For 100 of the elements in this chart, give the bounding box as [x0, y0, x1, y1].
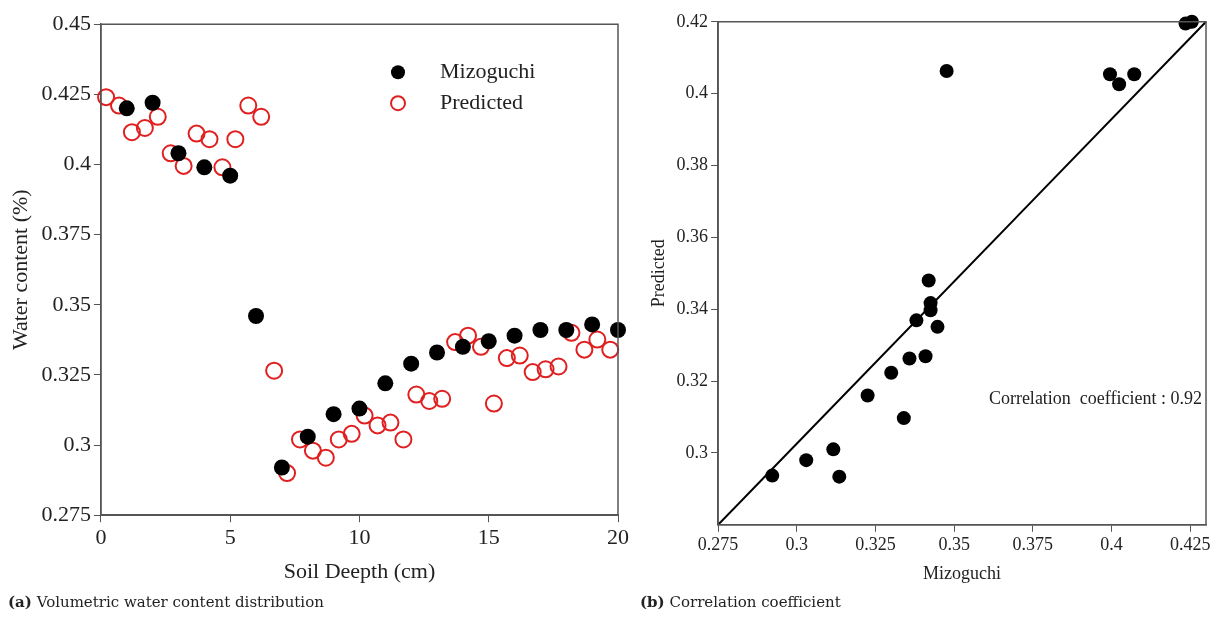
- point: [299, 428, 316, 445]
- point: [765, 468, 780, 483]
- point: [355, 406, 374, 425]
- point: [122, 123, 141, 142]
- point: [144, 94, 161, 111]
- point: [329, 430, 348, 449]
- point: [480, 333, 497, 350]
- point: [562, 323, 581, 342]
- point: [200, 130, 219, 149]
- x-tick-label: 0.425: [1170, 534, 1211, 555]
- point: [222, 167, 239, 184]
- point: [549, 357, 568, 376]
- x-axis-title: Soil Deepth (cm): [283, 557, 436, 583]
- point: [532, 322, 549, 339]
- y-tick-label: 0.325: [41, 360, 91, 386]
- point: [265, 361, 284, 380]
- point: [226, 130, 245, 149]
- point: [135, 119, 154, 138]
- point: [484, 394, 503, 413]
- point: [536, 360, 555, 379]
- y-tick-label: 0.3: [685, 441, 709, 462]
- x-tick-label: 0.35: [938, 534, 970, 555]
- point: [523, 363, 542, 382]
- point: [252, 107, 271, 126]
- legend-label: Predicted: [440, 88, 524, 114]
- point: [497, 349, 516, 368]
- x-tick-label: 0: [95, 524, 107, 550]
- point: [97, 88, 116, 107]
- y-axis-title: Water content (%): [6, 189, 32, 351]
- y-tick-label: 0.425: [41, 80, 91, 106]
- point: [506, 327, 523, 344]
- point: [278, 464, 297, 483]
- point: [459, 326, 478, 345]
- y-tick-label: 0.42: [676, 10, 709, 31]
- point: [273, 459, 290, 476]
- point: [394, 430, 413, 449]
- point: [832, 469, 847, 484]
- point: [454, 338, 471, 355]
- point: [510, 346, 529, 365]
- point: [1127, 67, 1142, 82]
- y-tick-label: 0.4: [63, 150, 91, 176]
- x-tick-label: 0.3: [785, 534, 809, 555]
- point: [110, 96, 128, 115]
- legend-label: Mizoguchi: [440, 57, 536, 83]
- point: [429, 344, 446, 361]
- x-tick-label: 15: [477, 524, 500, 550]
- point: [148, 107, 167, 126]
- annotation: Correlation coefficient : 0.92: [988, 387, 1202, 408]
- point: [584, 316, 601, 333]
- point: [575, 340, 594, 359]
- y-tick-label: 0.35: [52, 290, 91, 316]
- point: [918, 349, 933, 364]
- point: [884, 365, 899, 380]
- point: [1102, 67, 1117, 82]
- x-tick-label: 0.375: [1012, 534, 1054, 555]
- text: (b) Correlation coefficient: [640, 593, 841, 611]
- y-tick-label: 0.275: [41, 500, 91, 526]
- point: [930, 319, 945, 334]
- x-tick-label: 20: [607, 524, 629, 550]
- x-tick-label: 5: [224, 524, 236, 550]
- point: [342, 424, 361, 443]
- point: [239, 96, 258, 115]
- y-tick-label: 0.3: [63, 430, 91, 456]
- x-axis-title: Mizoguchi: [923, 562, 1002, 583]
- point: [588, 330, 607, 349]
- point: [601, 340, 620, 359]
- y-tick-label: 0.36: [676, 226, 709, 247]
- x-tick-label: 0.325: [855, 534, 896, 555]
- point: [213, 158, 232, 177]
- point: [377, 375, 394, 392]
- point: [896, 411, 911, 426]
- point: [351, 400, 368, 417]
- point: [902, 351, 917, 366]
- point: [170, 145, 187, 162]
- point: [303, 441, 322, 460]
- point: [860, 388, 875, 403]
- point: [1112, 77, 1127, 92]
- y-tick-label: 0.45: [52, 9, 91, 35]
- point: [799, 453, 814, 468]
- point: [558, 322, 575, 339]
- point: [407, 385, 426, 404]
- point: [446, 333, 465, 352]
- y-axis-title: Predicted: [647, 239, 668, 308]
- point: [187, 124, 206, 143]
- point: [196, 159, 213, 176]
- point: [316, 448, 335, 467]
- point: [433, 389, 452, 408]
- y-tick-label: 0.4: [685, 82, 709, 103]
- text: (a) Volumetric water content distribution: [8, 593, 324, 611]
- point: [290, 430, 309, 449]
- y-tick-label: 0.38: [676, 154, 709, 175]
- point: [921, 273, 936, 288]
- point: [248, 307, 265, 324]
- y-tick-label: 0.34: [676, 297, 709, 318]
- point: [939, 64, 954, 79]
- y-tick-label: 0.375: [41, 220, 91, 246]
- point: [909, 313, 924, 328]
- point: [420, 392, 439, 411]
- point: [368, 416, 387, 435]
- y-tick-label: 0.32: [676, 369, 709, 390]
